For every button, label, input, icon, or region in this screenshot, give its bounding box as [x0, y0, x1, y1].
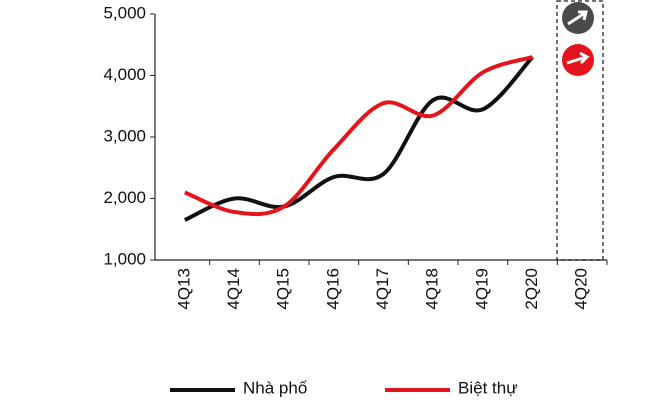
forecast-icon-gray — [562, 2, 594, 34]
legend-label: Biệt thự — [458, 378, 518, 397]
x-tick-label: 4Q20 — [572, 268, 591, 310]
forecast-icon-red — [562, 44, 594, 76]
x-tick-label: 4Q13 — [174, 268, 193, 310]
y-tick-label: 2,000 — [103, 188, 146, 207]
x-tick-label: 4Q16 — [323, 268, 342, 310]
y-tick-label: 1,000 — [103, 249, 146, 268]
y-tick-label: 5,000 — [103, 3, 146, 22]
forecast-box — [556, 0, 604, 261]
x-tick-label: 4Q19 — [472, 268, 491, 310]
x-tick-label: 4Q14 — [224, 268, 243, 310]
x-tick-label: 4Q15 — [274, 268, 293, 310]
x-tick-label: 2Q20 — [522, 268, 541, 310]
line-series — [183, 55, 534, 222]
y-tick-label: 4,000 — [103, 65, 146, 84]
line-series — [184, 55, 534, 217]
legend-label: Nhà phố — [243, 378, 308, 397]
x-tick-label: 4Q17 — [373, 268, 392, 310]
x-tick-label: 4Q18 — [423, 268, 442, 310]
y-tick-label: 3,000 — [103, 126, 146, 145]
